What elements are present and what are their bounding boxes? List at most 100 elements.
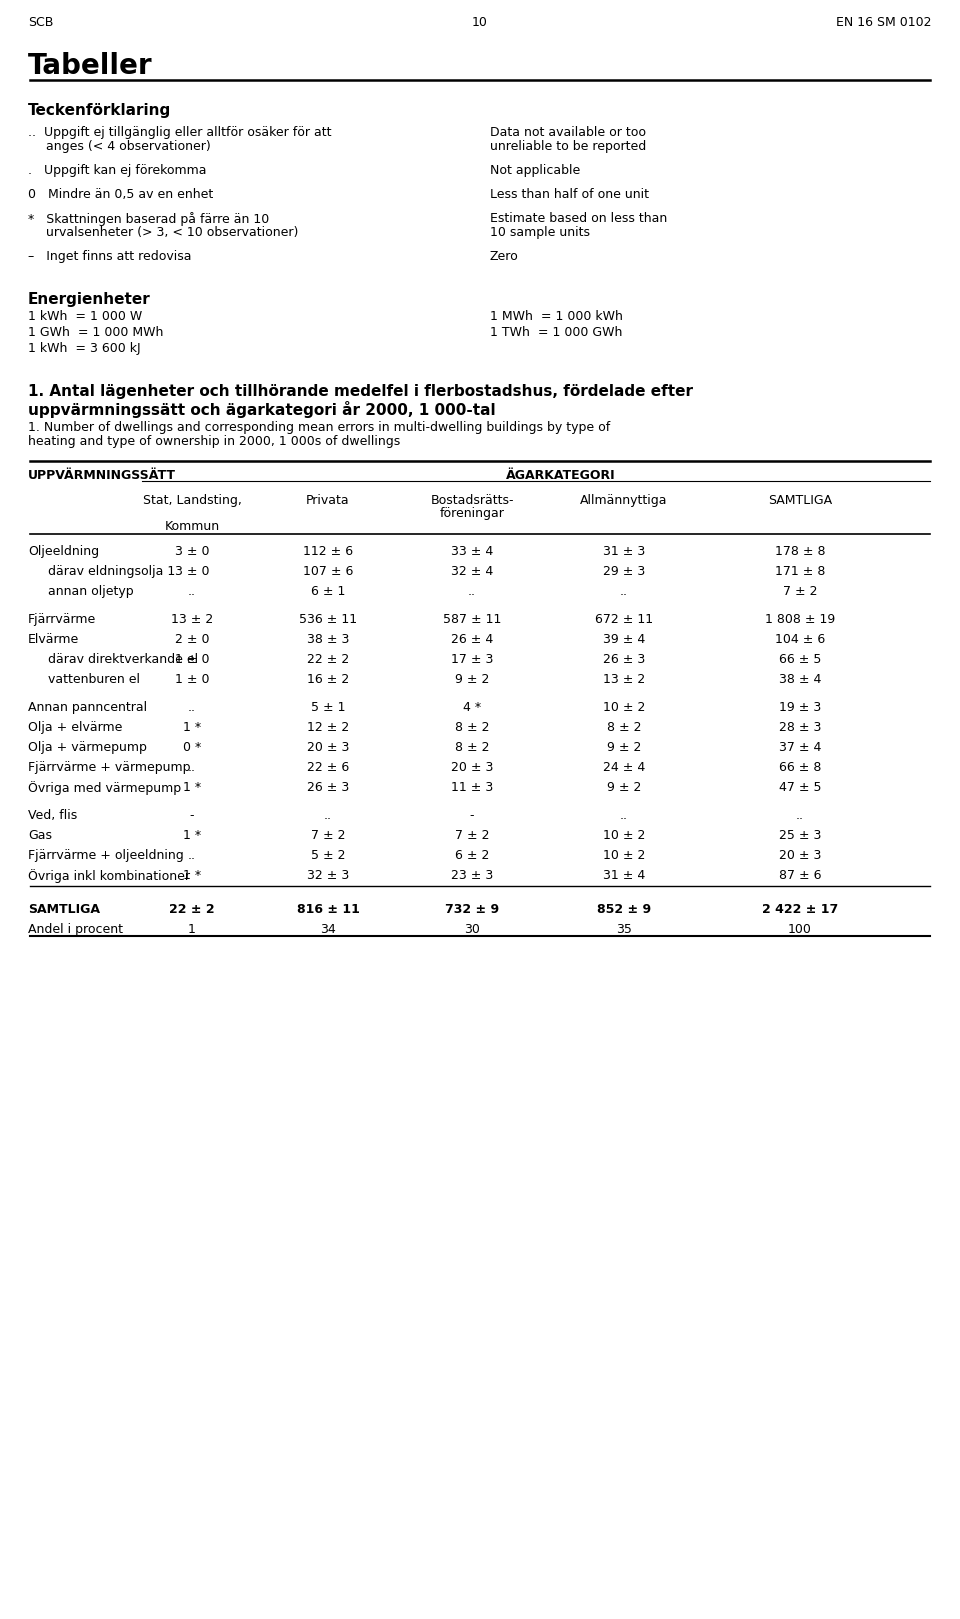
- Text: 1 kWh  = 3 600 kJ: 1 kWh = 3 600 kJ: [28, 342, 140, 355]
- Text: 8 ± 2: 8 ± 2: [455, 742, 490, 754]
- Text: 536 ± 11: 536 ± 11: [299, 614, 357, 627]
- Text: 1. Number of dwellings and corresponding mean errors in multi-dwelling buildings: 1. Number of dwellings and corresponding…: [28, 421, 611, 434]
- Text: Elvärme: Elvärme: [28, 633, 80, 646]
- Text: 112 ± 6: 112 ± 6: [303, 546, 353, 559]
- Text: 11 ± 3: 11 ± 3: [451, 780, 493, 793]
- Text: 1 808 ± 19: 1 808 ± 19: [765, 614, 835, 627]
- Text: annan oljetyp: annan oljetyp: [48, 584, 133, 597]
- Text: 1 *: 1 *: [183, 869, 201, 882]
- Text: 19 ± 3: 19 ± 3: [779, 701, 821, 714]
- Text: 32 ± 4: 32 ± 4: [451, 565, 493, 578]
- Text: 1 *: 1 *: [183, 780, 201, 793]
- Text: 816 ± 11: 816 ± 11: [297, 903, 359, 916]
- Text: 852 ± 9: 852 ± 9: [597, 903, 651, 916]
- Text: Estimate based on less than: Estimate based on less than: [490, 212, 667, 225]
- Text: uppvärmningssätt och ägarkategori år 2000, 1 000-tal: uppvärmningssätt och ägarkategori år 200…: [28, 402, 495, 418]
- Text: UPPVÄRMNINGSSÄTT: UPPVÄRMNINGSSÄTT: [28, 470, 176, 482]
- Text: 732 ± 9: 732 ± 9: [444, 903, 499, 916]
- Text: Tabeller: Tabeller: [28, 52, 153, 79]
- Text: 35: 35: [616, 923, 632, 936]
- Text: Övriga inkl kombinationer: Övriga inkl kombinationer: [28, 869, 190, 882]
- Text: 1 TWh  = 1 000 GWh: 1 TWh = 1 000 GWh: [490, 325, 622, 338]
- Text: 100: 100: [788, 923, 812, 936]
- Text: Andel i procent: Andel i procent: [28, 923, 123, 936]
- Text: 31 ± 3: 31 ± 3: [603, 546, 645, 559]
- Text: ..: ..: [188, 701, 196, 714]
- Text: 8 ± 2: 8 ± 2: [607, 720, 641, 733]
- Text: 9 ± 2: 9 ± 2: [607, 742, 641, 754]
- Text: 22 ± 2: 22 ± 2: [169, 903, 215, 916]
- Text: 29 ± 3: 29 ± 3: [603, 565, 645, 578]
- Text: 20 ± 3: 20 ± 3: [451, 761, 493, 774]
- Text: Teckenförklaring: Teckenförklaring: [28, 104, 171, 118]
- Text: 66 ± 5: 66 ± 5: [779, 652, 821, 665]
- Text: 20 ± 3: 20 ± 3: [307, 742, 349, 754]
- Text: ..: ..: [188, 761, 196, 774]
- Text: 3 ± 0: 3 ± 0: [175, 565, 209, 578]
- Text: SAMTLIGA: SAMTLIGA: [768, 494, 832, 507]
- Text: 1 MWh  = 1 000 kWh: 1 MWh = 1 000 kWh: [490, 309, 623, 324]
- Text: Olja + värmepump: Olja + värmepump: [28, 742, 147, 754]
- Text: 7 ± 2: 7 ± 2: [311, 829, 346, 842]
- Text: 2 422 ± 17: 2 422 ± 17: [762, 903, 838, 916]
- Text: 25 ± 3: 25 ± 3: [779, 829, 821, 842]
- Text: Annan panncentral: Annan panncentral: [28, 701, 147, 714]
- Text: 1: 1: [188, 923, 196, 936]
- Text: Kommun: Kommun: [164, 520, 220, 533]
- Text: 22 ± 2: 22 ± 2: [307, 652, 349, 665]
- Text: Allmännyttiga: Allmännyttiga: [580, 494, 668, 507]
- Text: 10 ± 2: 10 ± 2: [603, 701, 645, 714]
- Text: 13 ± 2: 13 ± 2: [171, 614, 213, 627]
- Text: Zero: Zero: [490, 249, 518, 262]
- Text: 1. Antal lägenheter och tillhörande medelfel i flerbostadshus, fördelade efter: 1. Antal lägenheter och tillhörande mede…: [28, 384, 693, 398]
- Text: 10 ± 2: 10 ± 2: [603, 829, 645, 842]
- Text: ÄGARKATEGORI: ÄGARKATEGORI: [506, 470, 615, 482]
- Text: 6 ± 1: 6 ± 1: [311, 584, 346, 597]
- Text: 37 ± 4: 37 ± 4: [779, 742, 821, 754]
- Text: 33 ± 4: 33 ± 4: [451, 546, 493, 559]
- Text: Övriga med värmepump: Övriga med värmepump: [28, 780, 181, 795]
- Text: 47 ± 5: 47 ± 5: [779, 780, 821, 793]
- Text: EN 16 SM 0102: EN 16 SM 0102: [836, 16, 932, 29]
- Text: 672 ± 11: 672 ± 11: [595, 614, 653, 627]
- Text: 2 ± 0: 2 ± 0: [175, 633, 209, 646]
- Text: 5 ± 2: 5 ± 2: [311, 848, 346, 861]
- Text: 31 ± 4: 31 ± 4: [603, 869, 645, 882]
- Text: unreliable to be reported: unreliable to be reported: [490, 139, 646, 154]
- Text: 171 ± 8: 171 ± 8: [775, 565, 826, 578]
- Text: -: -: [469, 810, 474, 822]
- Text: ..: ..: [620, 584, 628, 597]
- Text: SAMTLIGA: SAMTLIGA: [28, 903, 100, 916]
- Text: 22 ± 6: 22 ± 6: [307, 761, 349, 774]
- Text: ..: ..: [324, 810, 332, 822]
- Text: 26 ± 3: 26 ± 3: [307, 780, 349, 793]
- Text: föreningar: föreningar: [440, 507, 504, 520]
- Text: Energienheter: Energienheter: [28, 291, 151, 308]
- Text: –   Inget finns att redovisa: – Inget finns att redovisa: [28, 249, 191, 262]
- Text: 30: 30: [464, 923, 480, 936]
- Text: 3 ± 0: 3 ± 0: [175, 546, 209, 559]
- Text: *   Skattningen baserad på färre än 10: * Skattningen baserad på färre än 10: [28, 212, 269, 227]
- Text: 20 ± 3: 20 ± 3: [779, 848, 821, 861]
- Text: 26 ± 4: 26 ± 4: [451, 633, 493, 646]
- Text: Not applicable: Not applicable: [490, 164, 580, 176]
- Text: 16 ± 2: 16 ± 2: [307, 674, 349, 686]
- Text: 7 ± 2: 7 ± 2: [782, 584, 817, 597]
- Text: 32 ± 3: 32 ± 3: [307, 869, 349, 882]
- Text: ..: ..: [188, 584, 196, 597]
- Text: 587 ± 11: 587 ± 11: [443, 614, 501, 627]
- Text: .   Uppgift kan ej förekomma: . Uppgift kan ej förekomma: [28, 164, 206, 176]
- Text: 38 ± 4: 38 ± 4: [779, 674, 821, 686]
- Text: 7 ± 2: 7 ± 2: [455, 829, 490, 842]
- Text: ..  Uppgift ej tillgänglig eller alltför osäker för att: .. Uppgift ej tillgänglig eller alltför …: [28, 126, 331, 139]
- Text: 10 sample units: 10 sample units: [490, 227, 590, 240]
- Text: 104 ± 6: 104 ± 6: [775, 633, 826, 646]
- Text: 87 ± 6: 87 ± 6: [779, 869, 821, 882]
- Text: heating and type of ownership in 2000, 1 000s of dwellings: heating and type of ownership in 2000, 1…: [28, 436, 400, 448]
- Text: 12 ± 2: 12 ± 2: [307, 720, 349, 733]
- Text: 0 *: 0 *: [182, 742, 202, 754]
- Text: ..: ..: [188, 848, 196, 861]
- Text: 24 ± 4: 24 ± 4: [603, 761, 645, 774]
- Text: 8 ± 2: 8 ± 2: [455, 720, 490, 733]
- Text: 66 ± 8: 66 ± 8: [779, 761, 821, 774]
